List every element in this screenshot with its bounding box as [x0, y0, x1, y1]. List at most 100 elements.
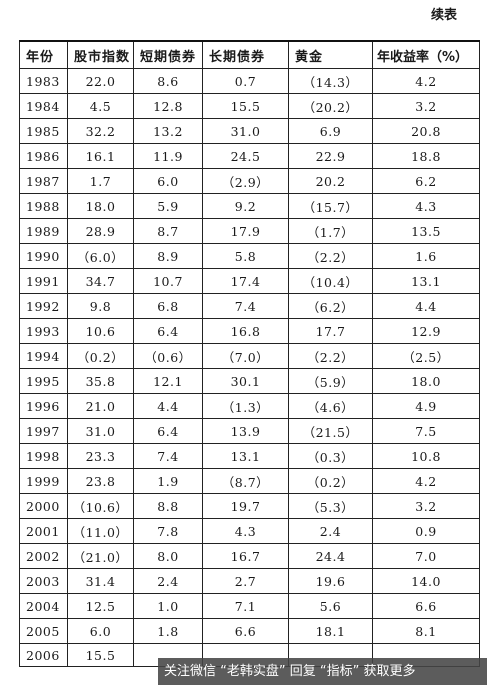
stock-index-cell: 34.7 [67, 268, 134, 294]
stock-index-cell: 23.3 [67, 443, 134, 469]
long-term-bonds-cell: 4.3 [202, 518, 289, 544]
long-term-bonds-cell: 0.7 [202, 68, 289, 94]
gold-cell: （0.3） [288, 443, 373, 469]
stock-index-cell: （0.2） [67, 343, 134, 369]
short-term-bonds-cell: 13.2 [133, 118, 203, 144]
short-term-bonds-cell: 8.8 [133, 493, 203, 519]
long-term-bonds-cell: 31.0 [202, 118, 289, 144]
short-term-bonds-cell: 6.4 [133, 418, 203, 444]
long-term-bonds-cell: （8.7） [202, 468, 289, 494]
short-term-bonds-cell: 4.4 [133, 393, 203, 419]
gold-cell: （10.4） [288, 268, 373, 294]
long-term-bonds-cell: 6.6 [202, 618, 289, 644]
gold-cell: 6.9 [288, 118, 373, 144]
short-term-bonds-cell: 12.1 [133, 368, 203, 394]
annual-return-cell: 6.2 [372, 168, 480, 194]
table-row: 1985 32.2 13.2 31.0 6.9 20.8 [19, 118, 480, 144]
gold-cell: （2.2） [288, 243, 373, 269]
short-term-bonds-cell: 8.6 [133, 68, 203, 94]
stock-index-cell: 23.8 [67, 468, 134, 494]
long-term-bonds-cell: 7.4 [202, 293, 289, 319]
short-term-bonds-cell: 8.0 [133, 543, 203, 569]
year-cell: 2005 [19, 618, 68, 644]
long-term-bonds-cell: 30.1 [202, 368, 289, 394]
annual-return-cell: 18.8 [372, 143, 480, 169]
annual-return-cell: 0.9 [372, 518, 480, 544]
stock-index-cell: 28.9 [67, 218, 134, 244]
table-row: 2002 （21.0） 8.0 16.7 24.4 7.0 [19, 543, 480, 569]
gold-cell: （21.5） [288, 418, 373, 444]
short-term-bonds-cell: 5.9 [133, 193, 203, 219]
year-cell: 1998 [19, 443, 68, 469]
short-term-bonds-cell: 1.9 [133, 468, 203, 494]
header-stock-index: 股市指数 [67, 40, 134, 69]
table-row: 1996 21.0 4.4 （1.3） （4.6） 4.9 [19, 393, 480, 419]
stock-index-cell: 6.0 [67, 618, 134, 644]
table-row: 2003 31.4 2.4 2.7 19.6 14.0 [19, 568, 480, 594]
annual-return-cell: 13.5 [372, 218, 480, 244]
table-row: 1997 31.0 6.4 13.9 （21.5） 7.5 [19, 418, 480, 444]
year-cell: 1997 [19, 418, 68, 444]
table-row: 1983 22.0 8.6 0.7 （14.3） 4.2 [19, 68, 480, 94]
table-body: 1983 22.0 8.6 0.7 （14.3） 4.2 1984 4.5 12.8 15.5 （2… [19, 68, 480, 667]
wechat-watermark-banner: 关注微信 “老韩实盘” 回复 “指标” 获取更多 [158, 658, 487, 685]
year-cell: 1983 [19, 68, 68, 94]
stock-index-cell: 12.5 [67, 593, 134, 619]
header-annual-return: 年收益率（%） [372, 40, 480, 69]
header-short-term-bonds: 短期债券 [133, 40, 203, 69]
long-term-bonds-cell: （1.3） [202, 393, 289, 419]
annual-return-cell: 6.6 [372, 593, 480, 619]
short-term-bonds-cell: 8.7 [133, 218, 203, 244]
header-row: 年份 股市指数 短期债券 长期债券 黄金 年收益率（%） [19, 40, 480, 69]
long-term-bonds-cell: （2.9） [202, 168, 289, 194]
annual-return-cell: 4.4 [372, 293, 480, 319]
year-cell: 1987 [19, 168, 68, 194]
long-term-bonds-cell: 2.7 [202, 568, 289, 594]
stock-index-cell: 10.6 [67, 318, 134, 344]
gold-cell: 17.7 [288, 318, 373, 344]
year-cell: 2004 [19, 593, 68, 619]
long-term-bonds-cell: 19.7 [202, 493, 289, 519]
annual-return-cell: 13.1 [372, 268, 480, 294]
header-long-term-bonds: 长期债券 [202, 40, 289, 69]
year-cell: 1989 [19, 218, 68, 244]
annual-return-cell: 1.6 [372, 243, 480, 269]
year-cell: 2002 [19, 543, 68, 569]
long-term-bonds-cell: 15.5 [202, 93, 289, 119]
gold-cell: 18.1 [288, 618, 373, 644]
short-term-bonds-cell: （0.6） [133, 343, 203, 369]
table-row: 1993 10.6 6.4 16.8 17.7 12.9 [19, 318, 480, 344]
stock-index-cell: 22.0 [67, 68, 134, 94]
stock-index-cell: 15.5 [67, 643, 134, 667]
table-row: 1990 （6.0） 8.9 5.8 （2.2） 1.6 [19, 243, 480, 269]
short-term-bonds-cell: 7.4 [133, 443, 203, 469]
annual-return-cell: 4.2 [372, 468, 480, 494]
year-cell: 1996 [19, 393, 68, 419]
annual-return-cell: 3.2 [372, 493, 480, 519]
stock-index-cell: 16.1 [67, 143, 134, 169]
year-cell: 1993 [19, 318, 68, 344]
table-row: 1998 23.3 7.4 13.1 （0.3） 10.8 [19, 443, 480, 469]
year-cell: 2001 [19, 518, 68, 544]
stock-index-cell: 4.5 [67, 93, 134, 119]
stock-index-cell: 35.8 [67, 368, 134, 394]
year-cell: 1990 [19, 243, 68, 269]
gold-cell: 5.6 [288, 593, 373, 619]
stock-index-cell: 9.8 [67, 293, 134, 319]
stock-index-cell: （6.0） [67, 243, 134, 269]
gold-cell: （14.3） [288, 68, 373, 94]
year-cell: 1985 [19, 118, 68, 144]
gold-cell: 2.4 [288, 518, 373, 544]
stock-index-cell: （11.0） [67, 518, 134, 544]
stock-index-cell: （21.0） [67, 543, 134, 569]
annual-return-cell: 7.0 [372, 543, 480, 569]
long-term-bonds-cell: 24.5 [202, 143, 289, 169]
year-cell: 2003 [19, 568, 68, 594]
table-row: 1989 28.9 8.7 17.9 （1.7） 13.5 [19, 218, 480, 244]
year-cell: 2006 [19, 643, 68, 667]
stock-index-cell: 21.0 [67, 393, 134, 419]
table-row: 2000 （10.6） 8.8 19.7 （5.3） 3.2 [19, 493, 480, 519]
year-cell: 1986 [19, 143, 68, 169]
table-row: 1999 23.8 1.9 （8.7） （0.2） 4.2 [19, 468, 480, 494]
long-term-bonds-cell: 13.1 [202, 443, 289, 469]
